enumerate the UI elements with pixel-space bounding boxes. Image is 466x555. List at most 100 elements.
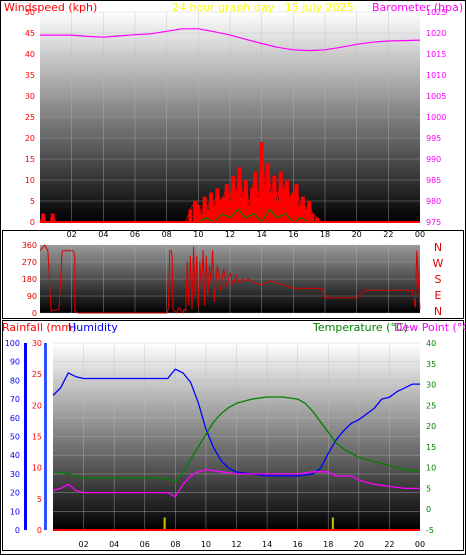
x-tick-label: 08 xyxy=(162,230,172,239)
x-tick-label: 16 xyxy=(288,230,298,239)
windspeed-bar xyxy=(202,196,207,222)
windspeed-bar xyxy=(253,171,258,222)
x-tick-label: 08 xyxy=(170,540,180,549)
windspeed-bar xyxy=(237,167,242,222)
windspeed-bar xyxy=(234,192,239,222)
windspeed-bar xyxy=(256,196,261,222)
windspeed-bar xyxy=(205,209,210,222)
temp-box xyxy=(2,320,464,551)
wind-tick-label: 50 xyxy=(25,8,35,17)
temperature-tick-label: 15 xyxy=(426,443,436,452)
windspeed-bar xyxy=(41,213,46,222)
wind-tick-label: 0 xyxy=(30,218,35,227)
rain-tick-label: 5 xyxy=(37,495,42,504)
temperature-tick-label: 5 xyxy=(426,484,431,493)
windspeed-bar xyxy=(275,201,280,222)
windspeed-bar xyxy=(304,209,308,222)
x-tick-label: 22 xyxy=(384,540,394,549)
direction-tick-label: 270 xyxy=(22,258,37,267)
compass-label: N xyxy=(434,241,442,254)
windspeed-bar xyxy=(243,180,248,222)
windspeed-bar xyxy=(294,184,299,222)
x-tick-label: 04 xyxy=(109,540,119,549)
barometer-tick-label: 995 xyxy=(426,134,441,143)
direction-tick-label: 90 xyxy=(27,292,37,301)
windspeed-bar xyxy=(291,192,296,222)
humidity-gauge-bar xyxy=(24,343,27,530)
windspeed-bar xyxy=(269,192,274,222)
x-tick-label: 12 xyxy=(231,540,241,549)
wind-tick-label: 45 xyxy=(25,29,35,38)
humidity-tick-label: 20 xyxy=(10,489,20,498)
temperature-tick-label: 10 xyxy=(426,464,436,473)
x-tick-label: 00 xyxy=(415,230,425,239)
windspeed-bar xyxy=(188,209,193,222)
temperature-tick-label: 30 xyxy=(426,381,436,390)
windspeed-bar xyxy=(297,205,302,222)
windspeed-bar xyxy=(281,188,286,222)
humidity-tick-label: 80 xyxy=(10,376,20,385)
wind-tick-label: 25 xyxy=(25,113,35,122)
humidity-tick-label: 50 xyxy=(10,433,20,442)
rain-tick-label: 25 xyxy=(32,370,42,379)
x-tick-label: 14 xyxy=(262,540,272,549)
windspeed-bar xyxy=(288,196,293,222)
windspeed-bar xyxy=(228,201,232,222)
humidity-axis-label: Humidity xyxy=(68,321,118,334)
windspeed-bar xyxy=(231,175,236,222)
x-tick-label: 10 xyxy=(193,230,203,239)
temperature-tick-label: 25 xyxy=(426,401,436,410)
tick-labels: 0510152025303540455097598098599099510001… xyxy=(5,8,447,549)
wind-tick-label: 10 xyxy=(25,176,35,185)
compass-label: W xyxy=(433,257,444,270)
barometer-tick-label: 990 xyxy=(426,155,441,164)
windspeed-bar xyxy=(259,142,264,222)
barometer-tick-label: 1010 xyxy=(426,71,446,80)
series-layer xyxy=(24,28,421,531)
humidity-tick-label: 70 xyxy=(10,395,20,404)
windspeed-bar xyxy=(300,196,305,222)
wind-tick-label: 30 xyxy=(25,92,35,101)
dewpoint-line xyxy=(52,469,420,498)
windspeed-bar xyxy=(315,217,320,222)
windspeed-bar xyxy=(221,196,226,222)
humidity-tick-label: 30 xyxy=(10,470,20,479)
windspeed-axis-label: Windspeed (kph) xyxy=(4,1,97,14)
x-tick-label: 22 xyxy=(383,230,393,239)
temperature-line xyxy=(52,396,421,483)
barometer-line xyxy=(40,28,421,52)
windspeed-bar xyxy=(310,213,315,222)
windspeed-bar xyxy=(212,205,217,222)
wind-tick-label: 35 xyxy=(25,71,35,80)
rain-tick-label: 20 xyxy=(32,401,42,410)
x-tick-label: 20 xyxy=(352,230,362,239)
windspeed-bar xyxy=(247,205,251,222)
windspeed-bar xyxy=(240,196,245,222)
temperature-tick-label: 40 xyxy=(426,339,436,348)
x-tick-label: 02 xyxy=(78,540,88,549)
direction-tick-label: 0 xyxy=(32,309,37,318)
windspeed-bar xyxy=(193,201,198,222)
barometer-tick-label: 1005 xyxy=(426,92,446,101)
wind-tick-label: 5 xyxy=(30,197,35,206)
x-tick-label: 20 xyxy=(354,540,364,549)
humidity-tick-label: 40 xyxy=(10,451,20,460)
windspeed-bar xyxy=(224,184,229,222)
barometer-tick-label: 980 xyxy=(426,197,441,206)
rainfall-axis-label: Rainfall (mm) xyxy=(2,321,76,334)
windspeed-bar xyxy=(50,213,55,222)
compass-label: S xyxy=(435,273,442,286)
x-tick-label: 12 xyxy=(225,230,235,239)
humidity-tick-label: 90 xyxy=(10,358,20,367)
windspeed-bar xyxy=(285,180,289,222)
x-tick-label: 00 xyxy=(415,540,425,549)
compass-label: N xyxy=(434,305,442,318)
dewpoint-axis-label: Dew Point (°C) xyxy=(394,321,466,334)
windspeed-bar xyxy=(209,192,213,222)
humidity-line xyxy=(52,368,420,477)
rain-tick-label: 10 xyxy=(32,464,42,473)
humidity-tick-label: 100 xyxy=(5,339,20,348)
temperature-tick-label: 0 xyxy=(426,505,431,514)
